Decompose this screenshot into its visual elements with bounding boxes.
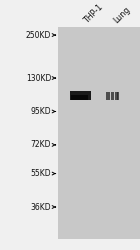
Bar xyxy=(115,92,118,100)
Text: 250KD: 250KD xyxy=(26,30,51,40)
Bar xyxy=(111,92,114,100)
Bar xyxy=(70,92,91,100)
FancyBboxPatch shape xyxy=(58,27,140,239)
Text: Lung: Lung xyxy=(112,6,132,25)
Text: THP-1: THP-1 xyxy=(82,3,105,26)
Bar xyxy=(106,92,110,100)
Text: 36KD: 36KD xyxy=(31,202,51,211)
Bar xyxy=(117,92,119,100)
Text: 55KD: 55KD xyxy=(31,169,51,178)
Text: 95KD: 95KD xyxy=(31,107,51,116)
Text: 130KD: 130KD xyxy=(26,74,51,82)
Text: 72KD: 72KD xyxy=(31,140,51,149)
Bar xyxy=(71,96,88,100)
